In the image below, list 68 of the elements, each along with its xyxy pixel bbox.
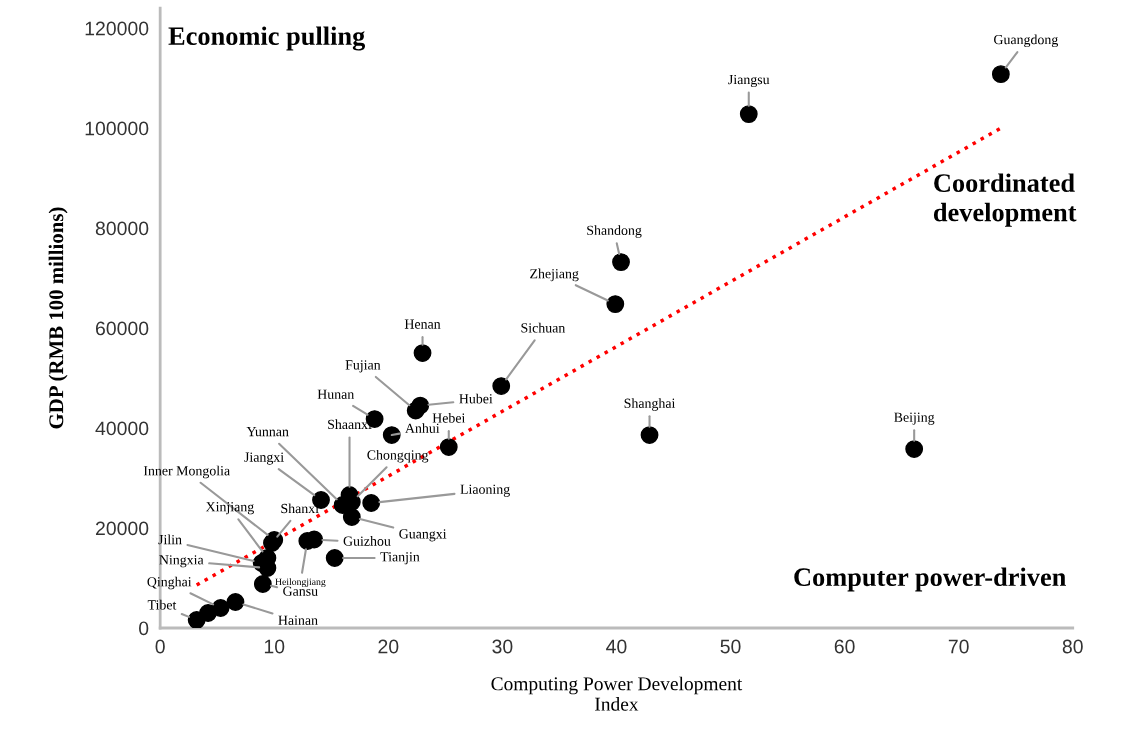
annotation: Hunan xyxy=(317,389,355,399)
point xyxy=(606,295,625,313)
annotation: Ningxia xyxy=(159,555,204,568)
annotation: Hainan xyxy=(278,615,318,625)
x-tick-label: 70 xyxy=(948,639,969,654)
x-tick-label: 0 xyxy=(155,639,165,654)
annotation: Hebei xyxy=(432,412,466,423)
point xyxy=(411,396,430,415)
annotation: Hubei xyxy=(459,393,493,404)
annotation: Shandong xyxy=(587,225,642,238)
x-tick-label: 80 xyxy=(1062,639,1083,654)
y-tick-label: 20000 xyxy=(95,521,149,536)
annotation: Zhejiang xyxy=(530,268,579,282)
point xyxy=(325,549,344,567)
x-tick-label: 60 xyxy=(834,639,855,654)
point xyxy=(382,426,401,444)
annotation: Tibet xyxy=(147,599,177,610)
annotation: Jilin xyxy=(158,534,182,545)
y-axis-title: GDP (RMB 100 millions) xyxy=(48,207,68,429)
annotation: Jiangxi xyxy=(244,452,284,465)
annotation: Sichuan xyxy=(521,322,566,333)
annotation: Coordinated development xyxy=(933,173,1077,227)
point xyxy=(253,575,272,593)
annotation: Inner Mongolia xyxy=(143,465,230,479)
annotation: Liaoning xyxy=(460,484,510,497)
annotation: Shanxi xyxy=(281,503,319,514)
point xyxy=(362,494,381,512)
point xyxy=(905,440,924,458)
annotation: Heilongjiang xyxy=(275,578,326,588)
annotation: Xinjiang xyxy=(205,502,254,515)
y-tick-label: 40000 xyxy=(95,421,149,436)
x-tick-label: 40 xyxy=(606,639,627,654)
x-tick-label: 10 xyxy=(264,639,285,654)
annotation: Tianjin xyxy=(380,552,420,565)
point xyxy=(492,377,511,395)
point xyxy=(199,604,217,622)
y-tick-label: 60000 xyxy=(95,321,149,336)
annotation: Shanghai xyxy=(624,398,676,411)
annotation: Gansu xyxy=(283,586,318,596)
point xyxy=(739,105,758,124)
point xyxy=(413,344,432,362)
y-tick-label: 0 xyxy=(139,621,149,636)
x-tick-label: 50 xyxy=(720,639,741,654)
point xyxy=(226,593,245,611)
annotation: Guizhou xyxy=(343,536,391,546)
annotation: Computer power-driven xyxy=(794,567,1066,592)
annotation: Qinghai xyxy=(147,576,192,590)
point xyxy=(640,426,659,444)
point xyxy=(439,438,458,456)
annotation: Fujian xyxy=(345,360,381,373)
annotation: Jiangsu xyxy=(728,74,770,88)
y-tick-label: 80000 xyxy=(95,221,149,236)
point xyxy=(612,253,630,271)
annotation: Guangxi xyxy=(399,529,447,542)
x-tick-label: 30 xyxy=(492,639,513,654)
annotation: Chongqing xyxy=(367,449,429,463)
x-tick-label: 20 xyxy=(378,639,399,654)
annotation: Economic pulling xyxy=(168,26,366,51)
annotation: Guangdong xyxy=(994,34,1058,48)
point xyxy=(991,65,1010,84)
point xyxy=(342,508,361,526)
y-tick-label: 120000 xyxy=(85,21,149,36)
annotation: Yunnan xyxy=(246,427,289,437)
x-axis-title: Computing Power Development Index xyxy=(491,676,743,711)
annotation: Henan xyxy=(404,319,441,329)
annotation: Anhui xyxy=(405,423,440,433)
y-tick-label: 100000 xyxy=(85,121,149,136)
annotation: Beijing xyxy=(894,412,935,425)
